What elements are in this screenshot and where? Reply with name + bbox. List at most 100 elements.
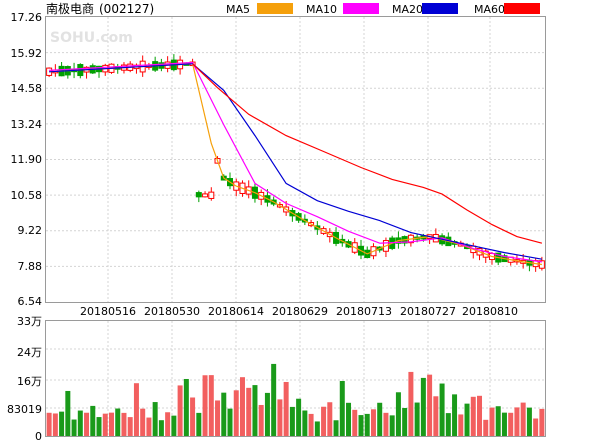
date-tick-label: 20180629 (272, 305, 328, 318)
price-y-axis: 17.26 15.92 14.58 13.24 11.90 10.58 9.22… (11, 11, 43, 308)
volume-bar-down (302, 410, 308, 436)
volume-bar-up (133, 383, 139, 436)
volume-bar-down (227, 408, 233, 436)
volume-bar-up (533, 418, 539, 436)
volume-bar-down (333, 420, 339, 436)
volume-bar-up (277, 399, 283, 436)
volume-bar-up (246, 387, 252, 436)
legend-ma5-label: MA5 (226, 3, 250, 16)
volume-bar-down (271, 363, 277, 436)
volume-bar-up (258, 404, 264, 436)
volume-bar-up (84, 412, 90, 436)
ma60-line (192, 63, 543, 244)
volume-bar-down (296, 398, 302, 436)
legend-ma5-swatch (257, 3, 293, 14)
legend-ma60-label: MA60 (474, 3, 505, 16)
volume-bar-up (165, 412, 171, 436)
price-panel-frame (45, 16, 546, 303)
volume-bar-up (121, 412, 127, 436)
volume-bar-up (190, 397, 196, 436)
date-tick-label: 20180516 (80, 305, 136, 318)
price-tick-label: 10.58 (11, 189, 43, 202)
price-tick-label: 7.88 (18, 260, 43, 273)
ma10-line (49, 61, 542, 263)
volume-bar-down (395, 392, 401, 436)
volume-bar-up (108, 412, 114, 436)
volume-bar-down (389, 415, 395, 436)
volume-bar-up (102, 413, 108, 436)
price-tick-label: 15.92 (11, 47, 43, 60)
volume-bar-down (501, 412, 507, 436)
legend-ma10-swatch (343, 3, 379, 14)
volume-bar-up (520, 402, 526, 436)
volume-bar-down (420, 377, 426, 436)
volume-bar-down (445, 413, 451, 436)
candle-down (195, 192, 202, 198)
volume-bar-up (283, 381, 289, 436)
volume-bar-down (402, 407, 408, 436)
date-tick-label: 20180614 (208, 305, 264, 318)
volume-bar-up (215, 400, 221, 436)
price-tick-label: 6.54 (18, 295, 43, 308)
volume-bar-up (458, 414, 464, 436)
volume-bar-down (526, 407, 532, 436)
volume-bar-up (514, 407, 520, 436)
candle-up (208, 191, 215, 199)
volume-bar-down (221, 392, 227, 436)
volume-bar-down (346, 402, 352, 436)
volume-bar-up (477, 395, 483, 436)
date-axis: 20180516 20180530 20180614 20180629 2018… (80, 305, 518, 318)
legend-ma60-swatch (504, 3, 540, 14)
volume-bar-down (71, 419, 77, 436)
volume-y-axis: 33万 24万 16万 83019 0 (7, 315, 42, 440)
volume-tick-label: 33万 (17, 315, 42, 328)
volume-bar-up (146, 417, 152, 436)
volume-bar-up (239, 377, 245, 436)
price-grid (46, 17, 545, 436)
volume-bar-down (495, 406, 501, 436)
date-tick-label: 20180713 (336, 305, 392, 318)
volume-bar-down (196, 412, 202, 436)
volume-bar-up (233, 390, 239, 436)
volume-bars (46, 363, 545, 436)
volume-bar-down (183, 378, 189, 436)
date-tick-label: 20180727 (400, 305, 456, 318)
volume-bar-up (321, 406, 327, 436)
volume-bar-up (408, 371, 414, 436)
volume-bar-up (427, 374, 433, 436)
volume-bar-down (65, 390, 71, 436)
volume-tick-label: 16万 (17, 375, 42, 388)
volume-panel-frame (45, 320, 546, 437)
volume-bar-up (202, 375, 208, 436)
volume-bar-down (464, 403, 470, 436)
volume-bar-down (414, 402, 420, 436)
volume-bar-down (252, 385, 258, 436)
volume-bar-down (289, 406, 295, 436)
volume-bar-down (96, 417, 102, 436)
volume-bar-up (208, 375, 214, 436)
volume-bar-up (127, 417, 133, 436)
volume-bar-down (364, 413, 370, 436)
stock-name: 南极电商 (46, 1, 94, 16)
volume-bar-up (140, 408, 146, 436)
stock-code: (002127) (99, 2, 154, 16)
volume-tick-label: 24万 (17, 346, 42, 359)
candle-up (202, 193, 209, 198)
date-tick-label: 20180810 (462, 305, 518, 318)
volume-bar-up (370, 409, 376, 436)
volume-bar-up (308, 413, 314, 436)
volume-bar-up (433, 396, 439, 436)
volume-bar-down (59, 411, 65, 436)
price-tick-label: 17.26 (11, 11, 43, 24)
price-tick-label: 11.90 (11, 153, 43, 166)
volume-bar-down (90, 405, 96, 436)
price-tick-label: 9.22 (18, 224, 43, 237)
ma-lines (49, 61, 543, 266)
volume-bar-up (352, 409, 358, 436)
volume-bar-up (508, 412, 514, 436)
volume-bar-up (470, 396, 476, 436)
volume-bar-up (177, 385, 183, 436)
volume-bar-up (383, 412, 389, 436)
volume-bar-down (264, 392, 270, 436)
